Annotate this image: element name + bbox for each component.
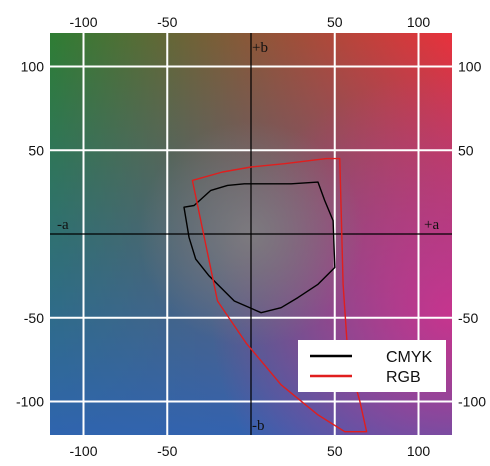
x-tick-label-top: -50 — [157, 14, 177, 30]
y-tick-label-left: 50 — [28, 142, 44, 158]
x-tick-label-bottom: -50 — [157, 443, 177, 459]
x-tick-label-bottom: -100 — [69, 443, 97, 459]
axis-label-pos-b: +b — [252, 40, 268, 56]
axis-labels: -a +a +b -b — [57, 40, 439, 434]
tick-labels: -100 -100 -50 -50 50 50 100 100 100 100 50 50 -50 -50… — [16, 14, 486, 459]
axis-label-neg-a: -a — [57, 217, 69, 233]
x-tick-label-top: 50 — [327, 14, 343, 30]
x-tick-label-top: 100 — [407, 14, 431, 30]
center-axes — [50, 33, 452, 435]
legend: CMYK RGB — [298, 340, 446, 392]
y-tick-label-right: 50 — [458, 142, 474, 158]
legend-label-rgb: RGB — [386, 369, 421, 386]
axis-label-pos-a: +a — [424, 217, 439, 233]
x-tick-label-top: -100 — [69, 14, 97, 30]
axis-label-neg-b: -b — [252, 418, 265, 434]
y-tick-label-right: -100 — [458, 394, 486, 410]
legend-label-cmyk: CMYK — [386, 349, 433, 366]
x-tick-label-bottom: 100 — [407, 443, 431, 459]
x-tick-label-bottom: 50 — [327, 443, 343, 459]
y-tick-label-right: 100 — [458, 59, 482, 75]
y-tick-label-right: -50 — [458, 310, 478, 326]
y-tick-label-left: -50 — [24, 310, 44, 326]
y-tick-label-left: -100 — [16, 394, 44, 410]
y-tick-label-left: 100 — [21, 59, 45, 75]
legend-box — [298, 340, 446, 392]
